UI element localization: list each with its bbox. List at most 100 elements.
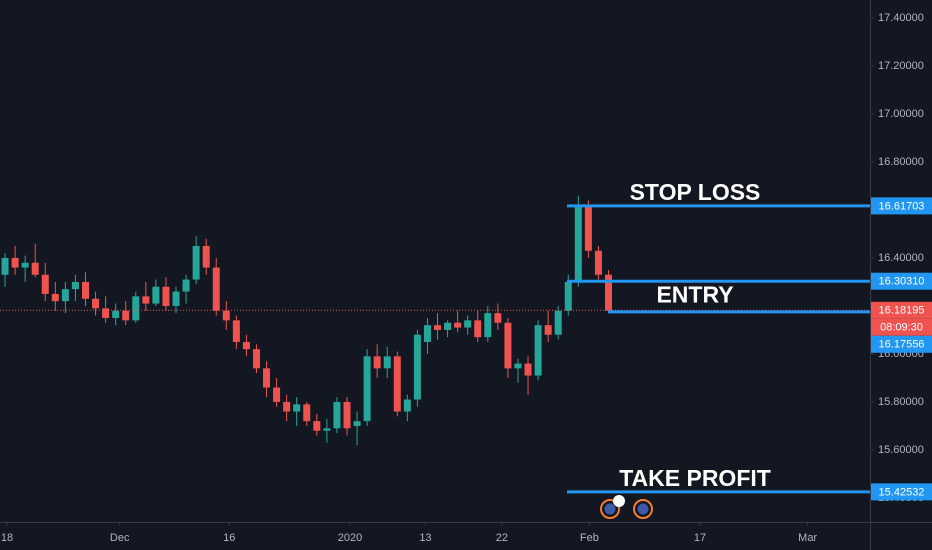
candle-body (313, 421, 321, 431)
candle-body (444, 322, 452, 330)
candle-body (594, 250, 602, 275)
x-tick-label: 13 (419, 532, 431, 544)
candle-body (574, 205, 582, 282)
y-tick-label: 17.40000 (878, 12, 924, 24)
candle-body (162, 286, 170, 306)
y-tick-label: 16.40000 (878, 252, 924, 264)
event-icon[interactable] (633, 499, 653, 519)
candle-body (484, 313, 492, 338)
candle-body (242, 341, 250, 350)
candle-body (122, 310, 130, 321)
candle-body (21, 262, 29, 268)
candle-body (584, 205, 592, 251)
candle-body (252, 349, 260, 369)
candle-body (504, 322, 512, 369)
candle-body (273, 387, 281, 402)
candle-body (534, 325, 542, 376)
y-tick-label: 16.80000 (878, 156, 924, 168)
candle-body (564, 281, 572, 311)
candle-body (172, 291, 180, 306)
candle-body (423, 325, 431, 342)
candle-body (112, 310, 120, 318)
x-tick-label: Mar (798, 532, 817, 544)
candle-body (192, 245, 200, 280)
level-text: TAKE PROFIT (619, 465, 771, 491)
candle-body (604, 274, 612, 311)
candle-body (554, 310, 562, 335)
candle-body (182, 279, 190, 292)
x-tick-label: Dec (110, 532, 130, 544)
event-icons[interactable] (600, 495, 653, 519)
candle-body (514, 363, 522, 369)
candle-body (383, 356, 391, 369)
x-tick-label: 22 (496, 532, 508, 544)
candle-body (1, 257, 9, 275)
candle-body (232, 320, 240, 342)
candle-body (132, 296, 140, 321)
x-tick-label: 16 (223, 532, 235, 544)
x-tick-label: Feb (580, 532, 599, 544)
candle-body (222, 310, 230, 321)
y-tick-label: 15.80000 (878, 396, 924, 408)
candle-body (212, 267, 220, 311)
candle-body (343, 401, 351, 429)
candle-body (41, 274, 49, 294)
level-price-label: 16.30310 (879, 276, 925, 288)
candle-body (333, 401, 341, 429)
candle-body (11, 257, 19, 268)
x-tick-label: 18 (1, 532, 13, 544)
plot-area (1, 195, 612, 446)
countdown-label: 08:09:30 (880, 322, 923, 334)
candle-body (51, 293, 59, 302)
candle-body (71, 281, 79, 290)
candle-body (363, 356, 371, 422)
level-price-label-box (871, 197, 932, 215)
candle-body (403, 399, 411, 412)
candle-body (474, 320, 482, 338)
candle-body (263, 368, 271, 388)
candle-body (373, 356, 381, 369)
candle-body (31, 262, 39, 275)
candle-body (434, 325, 442, 330)
event-icon[interactable] (600, 499, 620, 519)
event-badge (613, 495, 625, 507)
candle-body (293, 404, 301, 412)
candle-body (303, 404, 311, 422)
candle-body (102, 308, 110, 318)
countdown-label-box (871, 318, 932, 336)
event-icon-inner (604, 503, 616, 515)
level-price-label-box (871, 272, 932, 290)
y-tick-label: 17.20000 (878, 60, 924, 72)
candle-body (92, 298, 100, 309)
candle-body (142, 296, 150, 304)
candle-body (283, 401, 291, 412)
candle-body (413, 334, 421, 400)
level-price-label-box (871, 483, 932, 501)
y-tick-label: 15.60000 (878, 444, 924, 456)
y-tick-label: 17.00000 (878, 108, 924, 120)
current-price-label: 16.18195 (879, 305, 925, 317)
candle-body (494, 313, 502, 323)
current-price-label-box (871, 301, 932, 319)
candle-body (323, 428, 331, 431)
level-price-label-box (871, 335, 932, 353)
level-text: ENTRY (656, 281, 733, 307)
x-tick-label: 17 (694, 532, 706, 544)
x-tick-label: 2020 (338, 532, 362, 544)
candle-body (353, 421, 361, 426)
candle-body (544, 325, 552, 335)
candle-body (393, 356, 401, 412)
level-price-label: 16.17556 (879, 339, 925, 351)
candle-body (81, 281, 89, 299)
candle-body (202, 245, 210, 268)
candle-body (464, 320, 472, 328)
candle-body (152, 286, 160, 304)
level-price-label: 15.42532 (879, 486, 925, 498)
level-text: STOP LOSS (630, 179, 761, 205)
candle-body (524, 363, 532, 376)
candle-body (61, 289, 69, 302)
candle-body (454, 322, 462, 328)
